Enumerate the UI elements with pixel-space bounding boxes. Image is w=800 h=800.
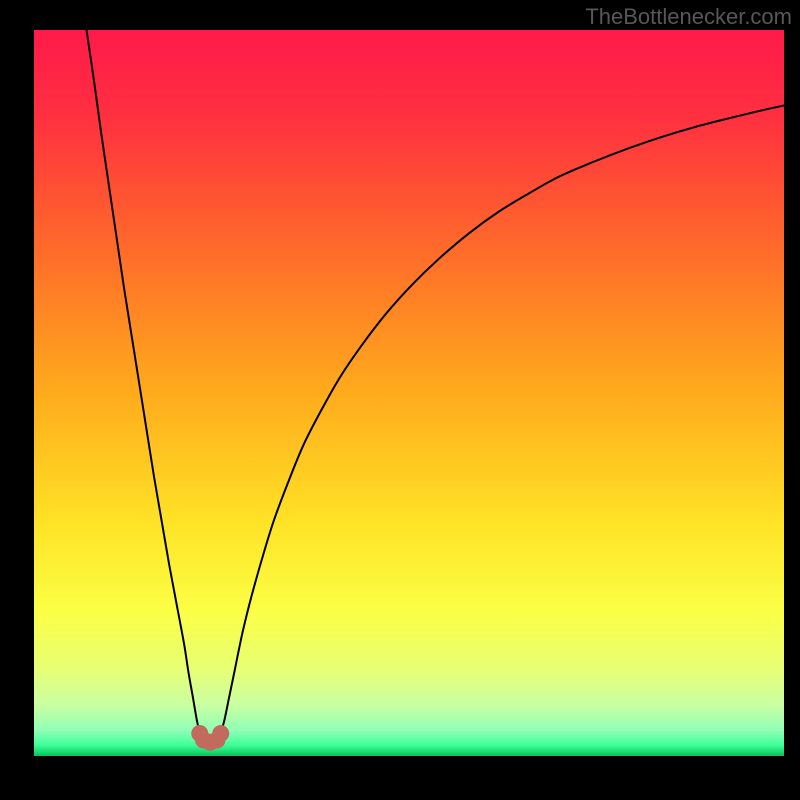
plot-background (34, 30, 784, 756)
stage: TheBottlenecker.com (0, 0, 800, 800)
cusp-marker (212, 725, 229, 742)
watermark-text: TheBottlenecker.com (585, 4, 792, 30)
chart-svg (0, 0, 800, 800)
